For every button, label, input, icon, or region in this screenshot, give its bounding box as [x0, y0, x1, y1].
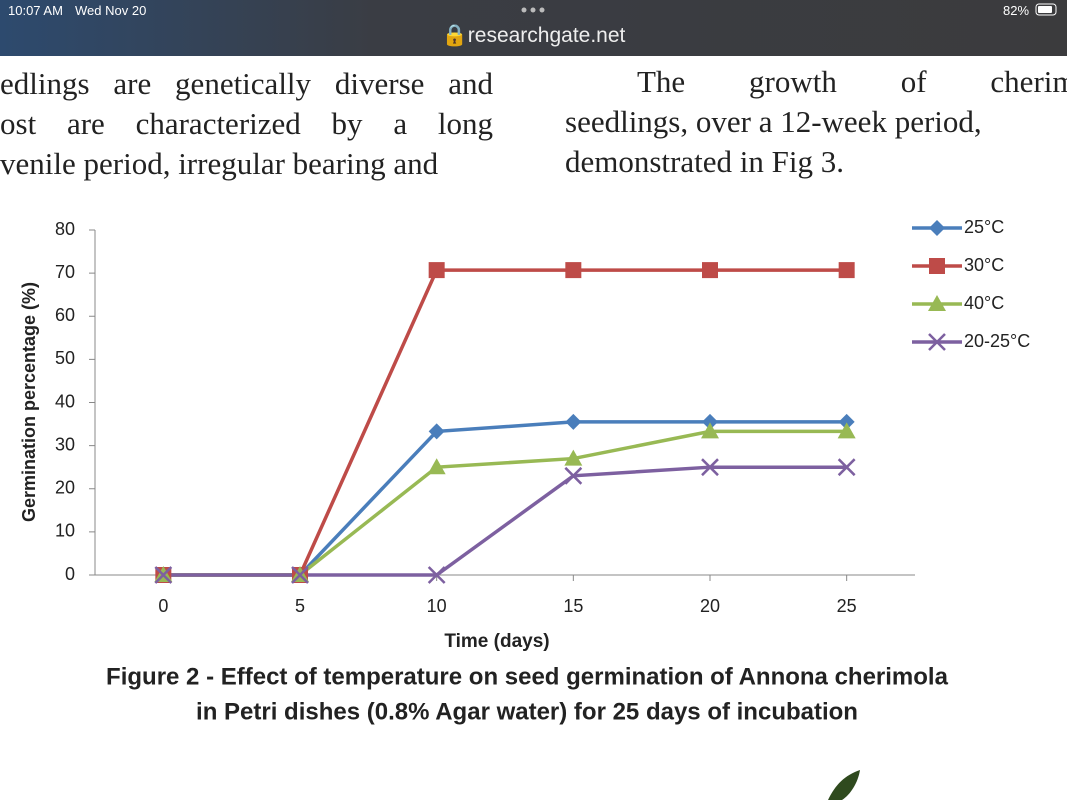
y-tick-label: 20	[55, 478, 75, 498]
series-line	[163, 465, 847, 577]
data-point	[702, 413, 718, 430]
text-line: The growth of cherimo	[637, 64, 1067, 99]
status-time: 10:07 AM	[8, 3, 63, 18]
battery-level	[1038, 6, 1052, 13]
data-point	[565, 262, 582, 279]
data-point	[291, 566, 309, 584]
legend-marker	[928, 333, 946, 351]
legend-label: 25°C	[964, 217, 1004, 237]
dots	[521, 7, 545, 13]
series-line	[163, 429, 847, 577]
text-line: seedlings, over a 12-week period,	[565, 104, 982, 139]
data-point	[701, 422, 719, 439]
text-line: demonstrated in Fig 3.	[565, 144, 844, 179]
legend-label: 20-25°C	[964, 331, 1030, 351]
legend-marker	[929, 258, 945, 274]
x-tick-label: 15	[563, 596, 583, 616]
x-tick-label: 5	[295, 596, 305, 616]
leaf-image	[828, 770, 860, 800]
y-tick-label: 30	[55, 434, 75, 454]
status-battery: 82%	[1003, 3, 1030, 18]
data-point	[838, 262, 855, 279]
text-line: venile period, irregular bearing and	[0, 146, 439, 181]
data-point	[564, 449, 583, 466]
caption-line: Figure 2 - Effect of temperature on seed…	[106, 663, 949, 690]
data-point	[702, 262, 718, 279]
x-axis-label: Time (days)	[444, 631, 549, 652]
x-tick-label: 0	[158, 596, 168, 616]
caption-line: in Petri dishes (0.8% Agar water) for 25…	[196, 698, 858, 725]
legend-marker	[928, 295, 946, 311]
text-line: ost are characterized by a long	[0, 106, 493, 141]
x-tick-label: 25	[837, 596, 857, 616]
data-point	[427, 566, 446, 584]
legend-marker	[929, 220, 945, 236]
battery-icon	[1035, 3, 1057, 16]
lock-icon: 🔒	[441, 24, 468, 47]
data-point	[427, 458, 446, 475]
y-tick-label: 40	[55, 391, 75, 411]
y-tick-label: 70	[55, 262, 75, 282]
y-tick-label: 50	[55, 348, 75, 368]
y-tick-label: 80	[55, 219, 75, 239]
url-bar[interactable]: 🔒researchgate.net	[0, 24, 1067, 48]
y-tick-label: 10	[55, 521, 75, 541]
data-point	[565, 413, 582, 430]
text-line: edlings are genetically diverse and	[0, 66, 493, 101]
data-point	[564, 466, 583, 485]
status-date: Wed Nov 20	[75, 3, 147, 18]
data-point	[838, 413, 855, 430]
url-text[interactable]: researchgate.net	[467, 24, 626, 47]
data-point	[837, 422, 856, 439]
y-tick-label: 60	[55, 305, 75, 325]
data-point	[837, 458, 856, 477]
data-point	[154, 566, 173, 584]
data-point	[428, 262, 445, 279]
data-point	[428, 423, 445, 440]
y-tick-label: 0	[65, 564, 75, 584]
x-tick-label: 20	[700, 596, 720, 616]
legend-label: 30°C	[964, 255, 1004, 275]
y-axis-label: Germination percentage (%)	[19, 282, 39, 522]
data-point	[701, 458, 719, 477]
series-line	[163, 420, 847, 577]
legend-label: 40°C	[964, 293, 1004, 313]
x-tick-label: 10	[427, 596, 447, 616]
